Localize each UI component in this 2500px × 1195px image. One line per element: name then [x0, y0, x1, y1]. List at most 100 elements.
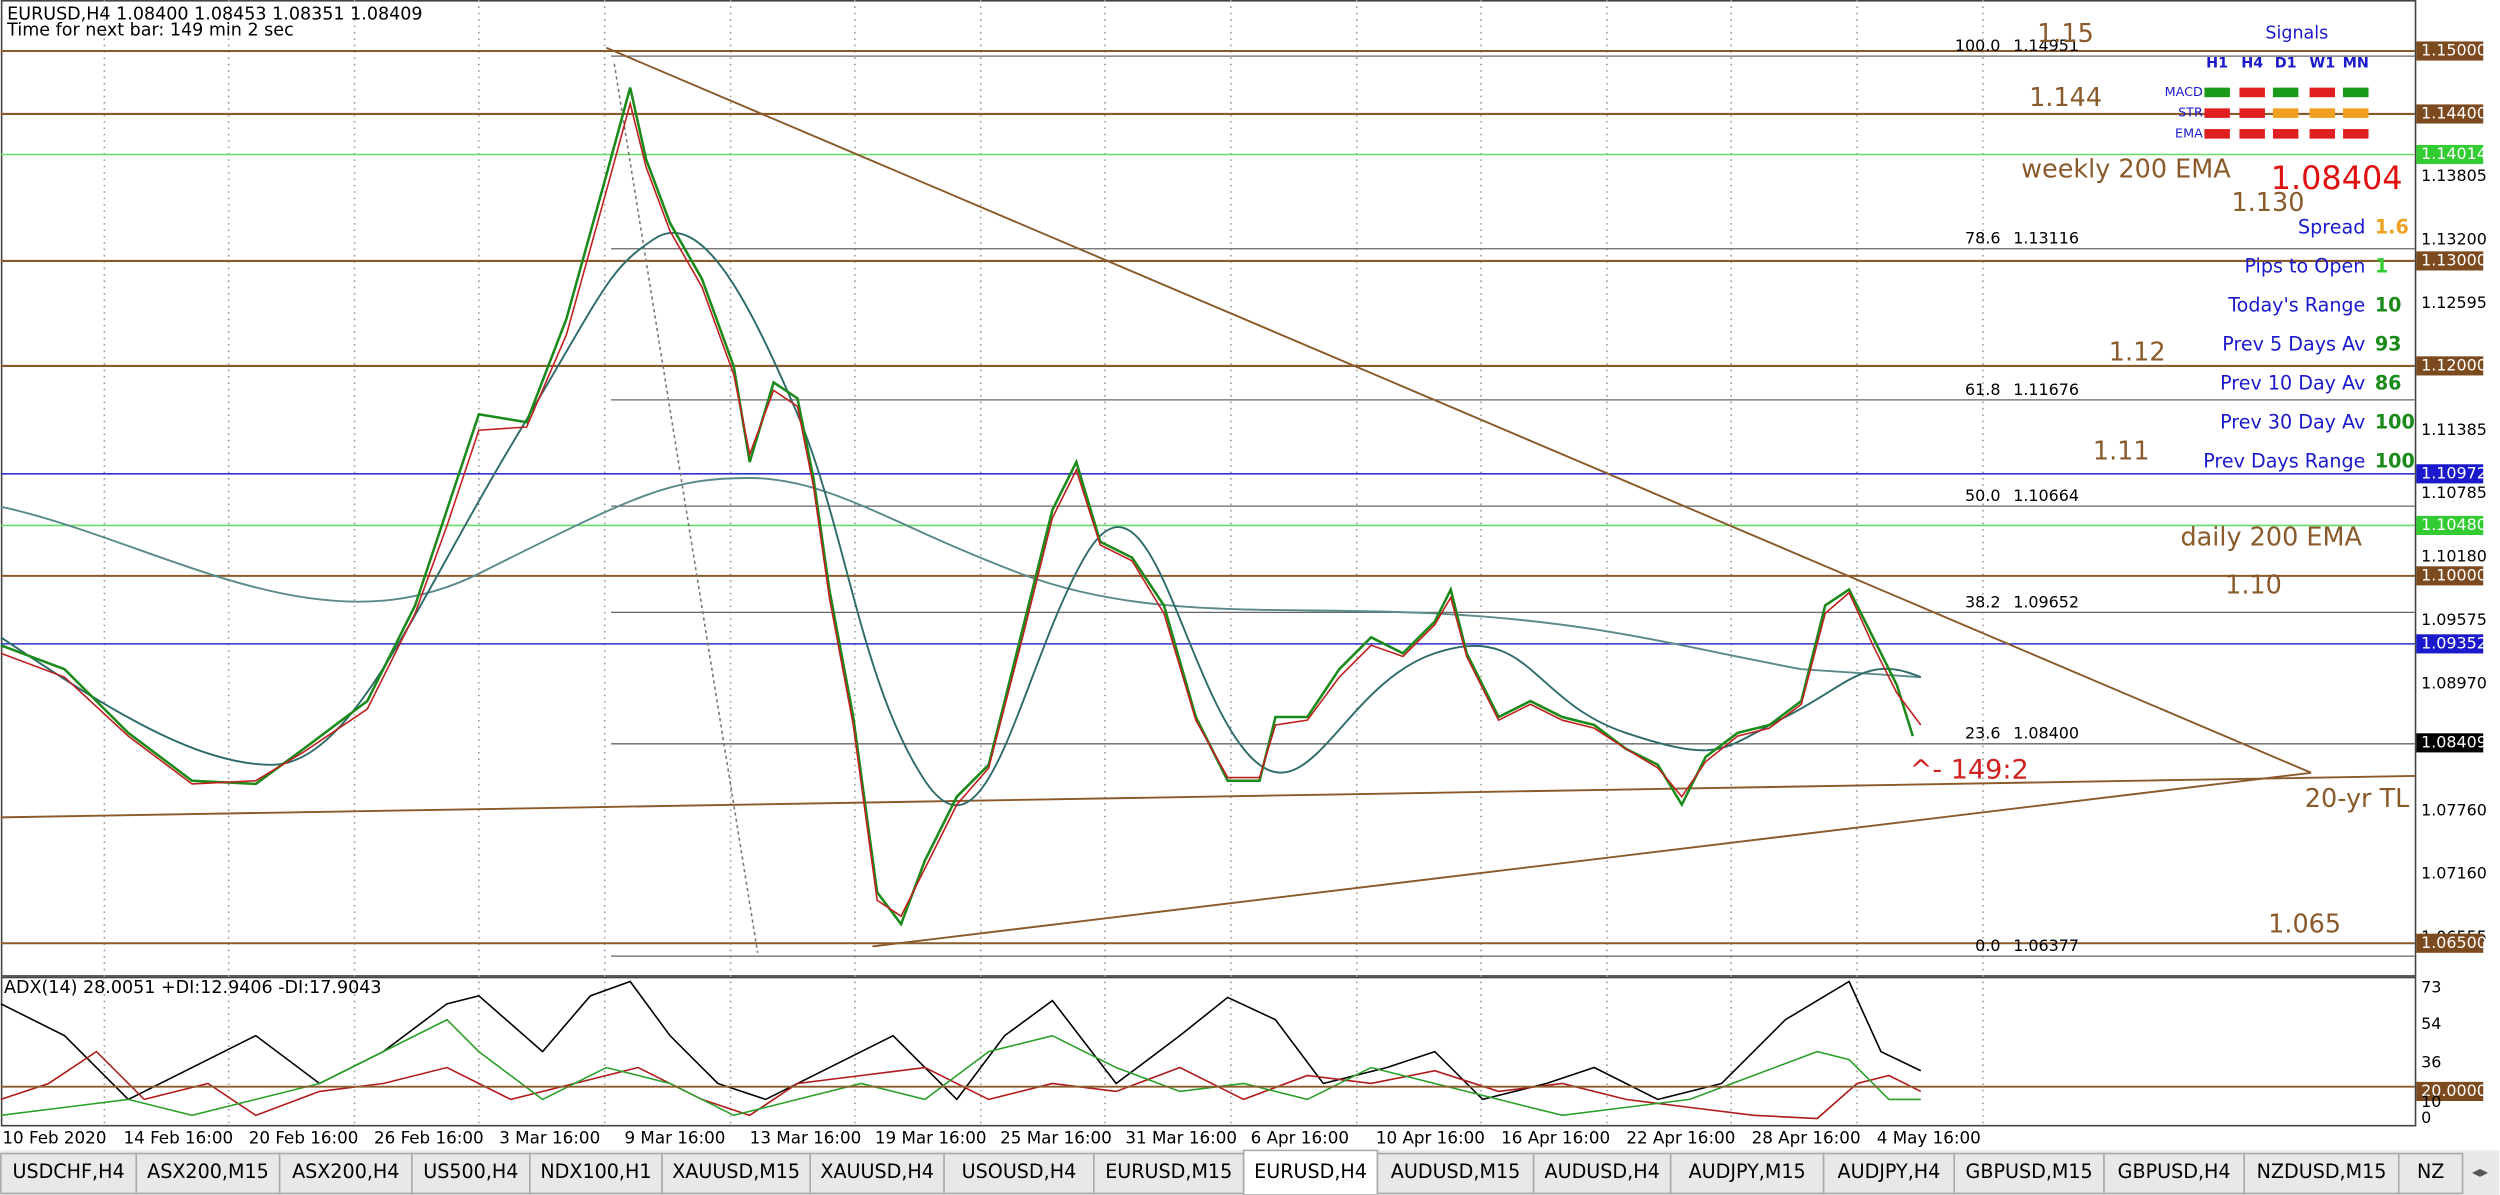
- tab[interactable]: [0, 1152, 138, 1195]
- tab-label[interactable]: XAUUSD,H4: [820, 1160, 934, 1183]
- tab[interactable]: [2103, 1152, 2246, 1195]
- price-box: [2416, 464, 2484, 484]
- adx-axis-label: 54: [2421, 1014, 2441, 1033]
- stat-value: 100: [2375, 450, 2415, 473]
- signal-box: [2239, 108, 2265, 118]
- stat-value: 1: [2375, 254, 2388, 277]
- price-label: 1.11385: [2421, 420, 2487, 439]
- tab[interactable]: [411, 1152, 531, 1195]
- fib-level-label: 61.8: [1965, 380, 2000, 399]
- tab-label[interactable]: AUDJPY,M15: [1689, 1160, 1806, 1183]
- tab-scroll[interactable]: ◂▸: [2472, 1162, 2488, 1181]
- annotation: 1.144: [2029, 83, 2102, 113]
- time-label: 22 Apr 16:00: [1626, 1128, 1735, 1148]
- annotation: daily 200 EMA: [2181, 523, 2363, 553]
- tab-label[interactable]: AUDJPY,H4: [1838, 1160, 1941, 1183]
- signal-box: [2309, 87, 2336, 98]
- tab-label[interactable]: ASX200,M15: [147, 1160, 269, 1183]
- tab-label[interactable]: NDX100,H1: [540, 1160, 651, 1183]
- signal-box: [2239, 129, 2265, 139]
- signal-column: H1: [2206, 56, 2228, 72]
- price-label: 1.10180: [2421, 546, 2487, 565]
- price-label: 1.12000: [2421, 355, 2487, 374]
- signal-column: H4: [2241, 56, 2263, 72]
- time-label: 4 May 16:00: [1877, 1128, 1981, 1148]
- tab[interactable]: [529, 1152, 663, 1195]
- tab[interactable]: [278, 1152, 413, 1195]
- tab-label[interactable]: USOUSD,H4: [962, 1160, 1077, 1183]
- signals-title: Signals: [2265, 23, 2328, 43]
- adx-box: [2416, 1081, 2484, 1101]
- plus-di: [0, 1018, 1921, 1117]
- timer: Time for next bar: 149 min 2 sec: [6, 20, 294, 40]
- price-label: 1.15000: [2421, 40, 2487, 59]
- tab-label[interactable]: XAUUSD,M15: [672, 1160, 800, 1183]
- signal-box: [2204, 87, 2230, 98]
- signal-column: W1: [2309, 56, 2335, 72]
- fib-price-label: 1.13116: [2013, 229, 2079, 248]
- tab[interactable]: [661, 1152, 812, 1195]
- price-label: 1.13805: [2421, 166, 2487, 185]
- price-label: 1.10785: [2421, 483, 2487, 502]
- price-box: [2416, 733, 2484, 753]
- tab-label[interactable]: NZ: [2417, 1160, 2444, 1183]
- price-label: 1.10480: [2421, 515, 2487, 534]
- stat-label: Spread: [2298, 215, 2365, 238]
- stat-label: Prev 30 Day Av: [2220, 411, 2365, 434]
- levels: [0, 49, 2415, 957]
- price-label: 1.08409: [2421, 732, 2487, 751]
- adx-axis-label: 20.0000: [2421, 1081, 2487, 1100]
- stat-value: 1.6: [2375, 215, 2409, 238]
- tab[interactable]: [2243, 1152, 2400, 1195]
- signal-box: [2204, 129, 2230, 139]
- tab[interactable]: [135, 1152, 281, 1195]
- time-label: 14 Feb 16:00: [124, 1128, 234, 1148]
- fib-price-label: 1.06377: [2013, 936, 2079, 955]
- tab-label[interactable]: EURUSD,H4: [1254, 1160, 1367, 1183]
- tab[interactable]: [943, 1152, 1095, 1195]
- time-label: 16 Apr 16:00: [1501, 1128, 1610, 1148]
- tab-label[interactable]: NZDUSD,M15: [2257, 1160, 2387, 1183]
- tab[interactable]: [809, 1152, 945, 1195]
- tab-label[interactable]: AUDUSD,M15: [1391, 1160, 1520, 1183]
- price-label: 1.08970: [2421, 673, 2487, 692]
- signal-row: EMA: [2175, 126, 2203, 141]
- fib-level-label: 38.2: [1965, 592, 2000, 611]
- tab[interactable]: [1822, 1152, 1956, 1195]
- stat-value: 93: [2375, 332, 2402, 355]
- tab-label[interactable]: ASX200,H4: [292, 1160, 399, 1183]
- price-label: 1.09352: [2421, 633, 2487, 652]
- fib-price-label: 1.08400: [2013, 724, 2079, 743]
- tab-label[interactable]: GBPUSD,M15: [1966, 1160, 2093, 1183]
- price-box: [2416, 566, 2484, 586]
- tab[interactable]: [1532, 1152, 1672, 1195]
- tab-label[interactable]: AUDUSD,H4: [1545, 1160, 1660, 1183]
- fib-price-label: 1.11676: [2013, 380, 2079, 399]
- tab[interactable]: [1376, 1152, 1535, 1195]
- stat-label: Prev 10 Day Av: [2220, 371, 2365, 394]
- price-label: 1.14014: [2421, 144, 2487, 163]
- tab-label[interactable]: US500,H4: [423, 1160, 518, 1183]
- time-label: 10 Apr 16:00: [1376, 1128, 1485, 1148]
- signal-box: [2204, 108, 2230, 118]
- price-label: 1.13000: [2421, 250, 2487, 269]
- stat-value: 86: [2375, 371, 2402, 394]
- price-label: 1.07160: [2421, 863, 2487, 882]
- annotation: weekly 200 EMA: [2021, 154, 2231, 184]
- tab-label[interactable]: GBPUSD,H4: [2118, 1160, 2231, 1183]
- signal-box: [2343, 87, 2369, 98]
- price-path: [0, 87, 1915, 927]
- signal-box: [2272, 87, 2299, 98]
- price-label: 1.06500: [2421, 933, 2487, 952]
- tab[interactable]: [2397, 1152, 2464, 1195]
- tab[interactable]: [1093, 1152, 1245, 1195]
- adx-label: ADX(14) 28.0051 +DI:12.9406 -DI:17.9043: [4, 978, 382, 998]
- signal-box: [2309, 108, 2336, 118]
- tab-label[interactable]: EURUSD,M15: [1105, 1160, 1232, 1183]
- time-label: 3 Mar 16:00: [499, 1128, 600, 1148]
- signal-box: [2239, 87, 2265, 98]
- annotation: 1.065: [2268, 910, 2341, 940]
- stat-value: 10: [2375, 293, 2402, 316]
- tab-label[interactable]: USDCHF,H4: [12, 1160, 124, 1183]
